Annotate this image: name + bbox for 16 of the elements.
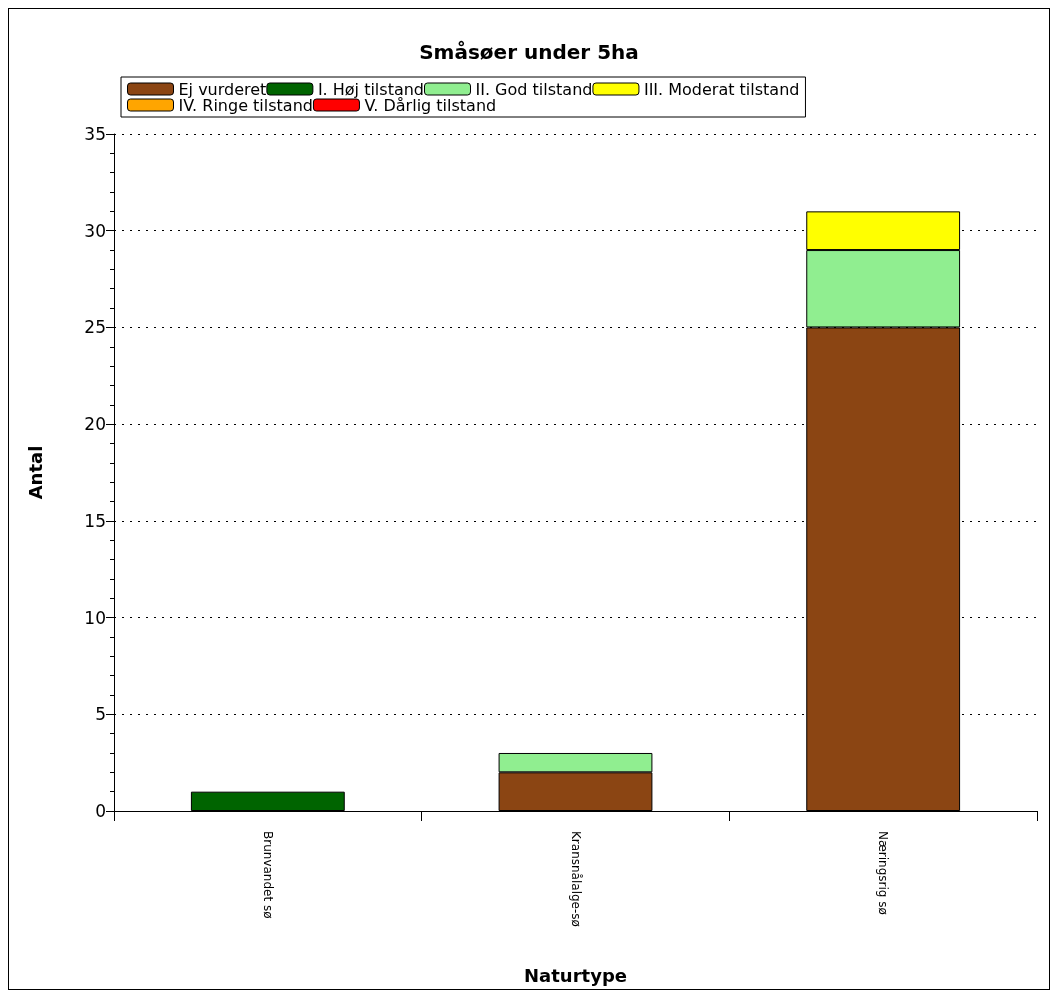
y-axis-title: Antal xyxy=(24,445,46,500)
x-tick-label: Brunvandet sø xyxy=(260,831,275,919)
y-tick-label: 5 xyxy=(95,704,106,725)
legend-label: Ej vurderet xyxy=(178,79,267,99)
legend-label: III. Moderat tilstand xyxy=(643,79,800,99)
y-tick-label: 25 xyxy=(84,317,106,338)
y-tick-label: 10 xyxy=(84,607,106,628)
chart-title: Småsøer under 5ha xyxy=(419,40,639,64)
x-tick-label: Næringsrig sø xyxy=(876,831,891,915)
y-tick-label: 15 xyxy=(84,510,106,531)
x-tick-label: Kransnålalge-sø xyxy=(568,831,583,927)
y-tick-label: 0 xyxy=(95,801,106,821)
y-tick-label: 20 xyxy=(84,414,106,435)
y-tick-label: 30 xyxy=(84,220,106,241)
y-tick-label: 35 xyxy=(84,124,106,144)
x-axis-title: Naturtype xyxy=(524,964,627,986)
